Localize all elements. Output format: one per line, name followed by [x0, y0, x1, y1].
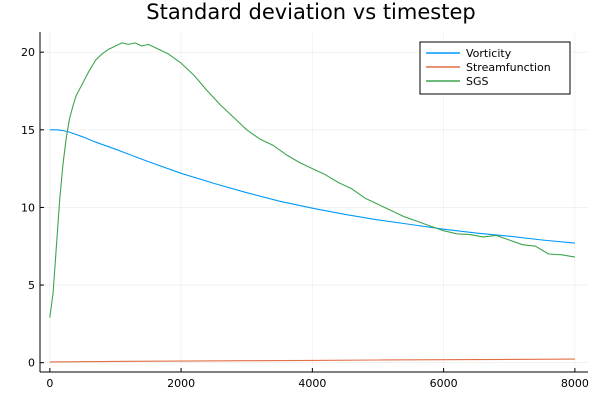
series-line-sgs — [49, 42, 575, 318]
x-tick-label: 6000 — [430, 377, 458, 390]
x-tick-label: 4000 — [298, 377, 326, 390]
y-tick-label: 0 — [28, 357, 35, 370]
axes: 0 2000 4000 6000 8000 0 5 10 15 20 — [21, 32, 589, 390]
legend-label-streamfunction: Streamfunction — [466, 61, 551, 74]
y-tick-label: 15 — [21, 124, 35, 137]
x-tick-label: 0 — [46, 377, 53, 390]
legend-label-sgs: SGS — [466, 75, 489, 88]
chart-title: Standard deviation vs timestep — [146, 0, 475, 24]
x-tick-label: 2000 — [167, 377, 195, 390]
legend-box — [419, 41, 571, 95]
series-line-streamfunction — [49, 358, 575, 363]
legend-label-vorticity: Vorticity — [466, 47, 512, 60]
series-group — [49, 42, 575, 363]
series-line-vorticity — [49, 129, 575, 244]
x-tick-label: 8000 — [561, 377, 589, 390]
y-tick-label: 20 — [21, 46, 35, 59]
y-tick-label: 5 — [28, 279, 35, 292]
y-tick-label: 10 — [21, 201, 35, 214]
